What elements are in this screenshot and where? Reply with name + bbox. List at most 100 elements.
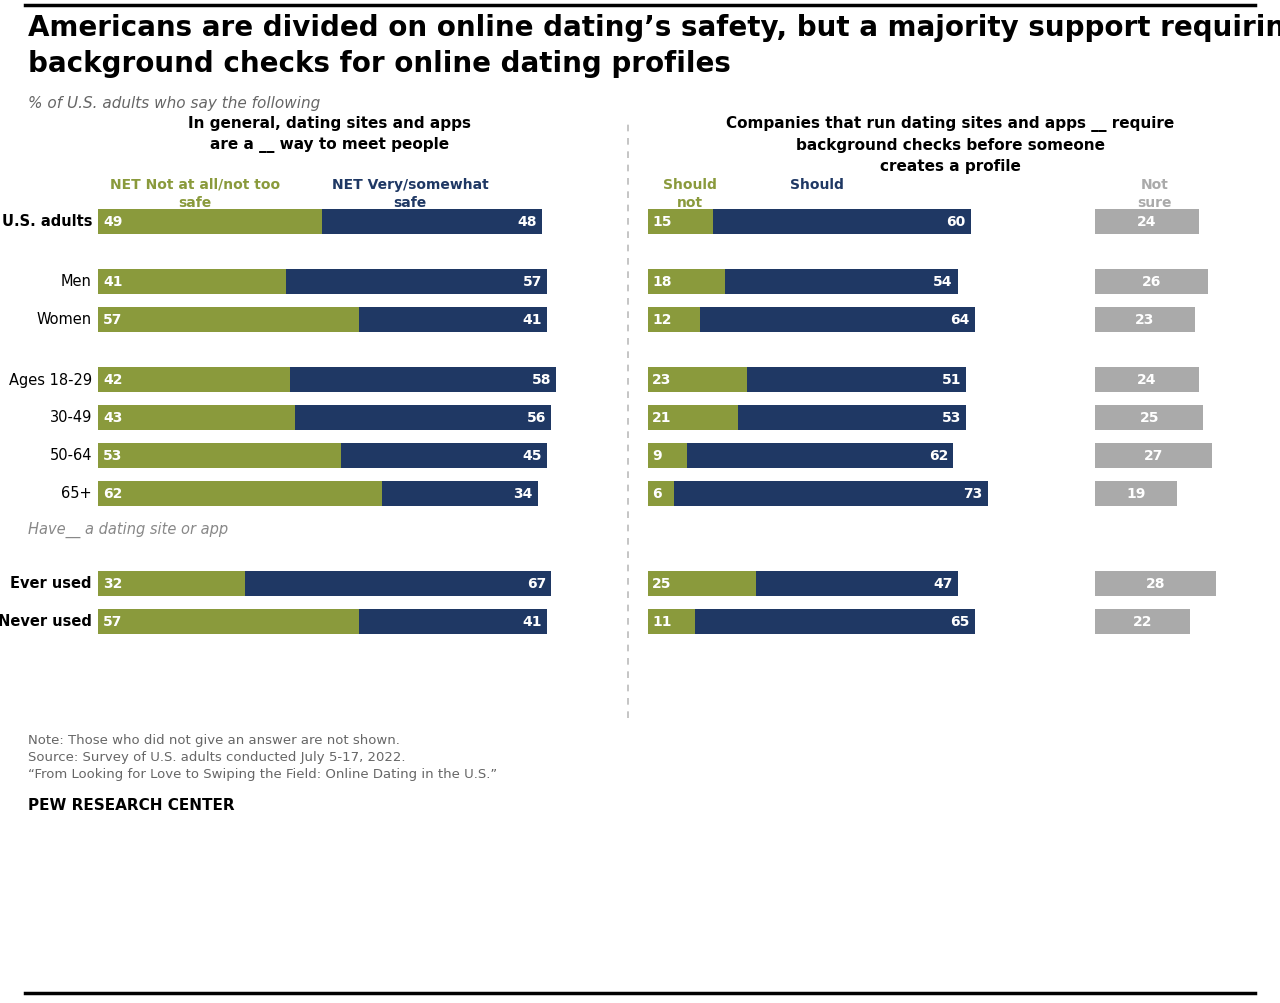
Text: 51: 51 <box>942 373 961 386</box>
Bar <box>648 609 695 634</box>
Text: 25: 25 <box>652 577 672 591</box>
Text: 73: 73 <box>964 486 983 500</box>
Bar <box>726 269 957 294</box>
Text: Men: Men <box>61 274 92 289</box>
Bar <box>99 481 381 506</box>
Text: 42: 42 <box>102 373 123 386</box>
Text: 12: 12 <box>652 313 672 327</box>
Bar <box>99 307 360 332</box>
Bar <box>1094 571 1216 596</box>
Text: 60: 60 <box>946 215 965 229</box>
Text: 41: 41 <box>102 275 123 289</box>
Bar <box>381 481 538 506</box>
Text: 19: 19 <box>1126 486 1146 500</box>
Text: NET Not at all/not too
safe: NET Not at all/not too safe <box>110 178 280 210</box>
Text: 48: 48 <box>517 215 538 229</box>
Bar <box>695 609 975 634</box>
Text: Ever used: Ever used <box>10 576 92 591</box>
Text: 49: 49 <box>102 215 123 229</box>
Text: 62: 62 <box>102 486 123 500</box>
Bar <box>360 307 547 332</box>
Text: “From Looking for Love to Swiping the Field: Online Dating in the U.S.”: “From Looking for Love to Swiping the Fi… <box>28 767 497 780</box>
Text: 58: 58 <box>531 373 550 386</box>
Bar <box>323 210 543 235</box>
Text: Ages 18-29: Ages 18-29 <box>9 372 92 387</box>
Text: 64: 64 <box>951 313 970 327</box>
Text: 41: 41 <box>522 313 541 327</box>
Bar <box>1094 269 1207 294</box>
Text: 34: 34 <box>513 486 532 500</box>
Bar <box>99 405 294 430</box>
Text: 30-49: 30-49 <box>50 410 92 425</box>
Text: 62: 62 <box>929 448 948 462</box>
Text: In general, dating sites and apps
are a __ way to meet people: In general, dating sites and apps are a … <box>188 116 471 152</box>
Text: NET Very/somewhat
safe: NET Very/somewhat safe <box>332 178 489 210</box>
Text: 24: 24 <box>1137 373 1157 386</box>
Text: 45: 45 <box>522 448 541 462</box>
Text: % of U.S. adults who say the following: % of U.S. adults who say the following <box>28 96 320 111</box>
Bar <box>648 307 700 332</box>
Text: 23: 23 <box>1135 313 1155 327</box>
Bar <box>648 443 686 468</box>
Text: Women: Women <box>37 312 92 327</box>
Text: 22: 22 <box>1133 615 1152 628</box>
Text: U.S. adults: U.S. adults <box>1 215 92 230</box>
Text: PEW RESEARCH CENTER: PEW RESEARCH CENTER <box>28 797 234 812</box>
Text: 47: 47 <box>933 577 952 591</box>
Bar <box>648 405 739 430</box>
Text: 53: 53 <box>942 410 961 424</box>
Text: 24: 24 <box>1137 215 1157 229</box>
Text: 56: 56 <box>527 410 547 424</box>
Bar <box>739 405 966 430</box>
Bar <box>291 367 556 392</box>
Bar <box>99 609 360 634</box>
Bar <box>99 210 323 235</box>
Bar <box>99 571 244 596</box>
Text: 26: 26 <box>1142 275 1161 289</box>
Text: Companies that run dating sites and apps __ require
background checks before som: Companies that run dating sites and apps… <box>726 116 1174 174</box>
Bar <box>1094 609 1190 634</box>
Text: 32: 32 <box>102 577 123 591</box>
Bar <box>1094 481 1178 506</box>
Text: 11: 11 <box>652 615 672 628</box>
Text: 9: 9 <box>652 448 662 462</box>
Text: Note: Those who did not give an answer are not shown.: Note: Those who did not give an answer a… <box>28 733 399 746</box>
Bar <box>648 367 748 392</box>
Bar <box>686 443 954 468</box>
Text: Not
sure: Not sure <box>1138 178 1172 210</box>
Text: 67: 67 <box>527 577 547 591</box>
Text: 53: 53 <box>102 448 123 462</box>
Bar <box>244 571 552 596</box>
Bar <box>1094 443 1212 468</box>
Bar <box>648 571 755 596</box>
Bar <box>1094 367 1199 392</box>
Text: 57: 57 <box>102 615 123 628</box>
Bar <box>360 609 547 634</box>
Bar <box>748 367 966 392</box>
Text: 6: 6 <box>652 486 662 500</box>
Text: 23: 23 <box>652 373 672 386</box>
Text: 21: 21 <box>652 410 672 424</box>
Bar <box>99 367 291 392</box>
Text: 57: 57 <box>522 275 541 289</box>
Bar <box>713 210 970 235</box>
Bar <box>1094 405 1203 430</box>
Bar <box>99 269 285 294</box>
Text: Never used: Never used <box>0 614 92 629</box>
Bar <box>700 307 975 332</box>
Text: 41: 41 <box>522 615 541 628</box>
Text: Have__ a dating site or app: Have__ a dating site or app <box>28 522 228 538</box>
Text: Should
not: Should not <box>663 178 717 210</box>
Bar <box>1094 307 1194 332</box>
Bar <box>294 405 552 430</box>
Text: 50-64: 50-64 <box>50 448 92 463</box>
Bar <box>99 443 340 468</box>
Text: 15: 15 <box>652 215 672 229</box>
Text: 28: 28 <box>1146 577 1165 591</box>
Bar <box>673 481 988 506</box>
Bar <box>648 210 713 235</box>
Text: 65+: 65+ <box>61 486 92 502</box>
Bar <box>648 481 673 506</box>
Bar <box>1094 210 1199 235</box>
Text: 25: 25 <box>1139 410 1158 424</box>
